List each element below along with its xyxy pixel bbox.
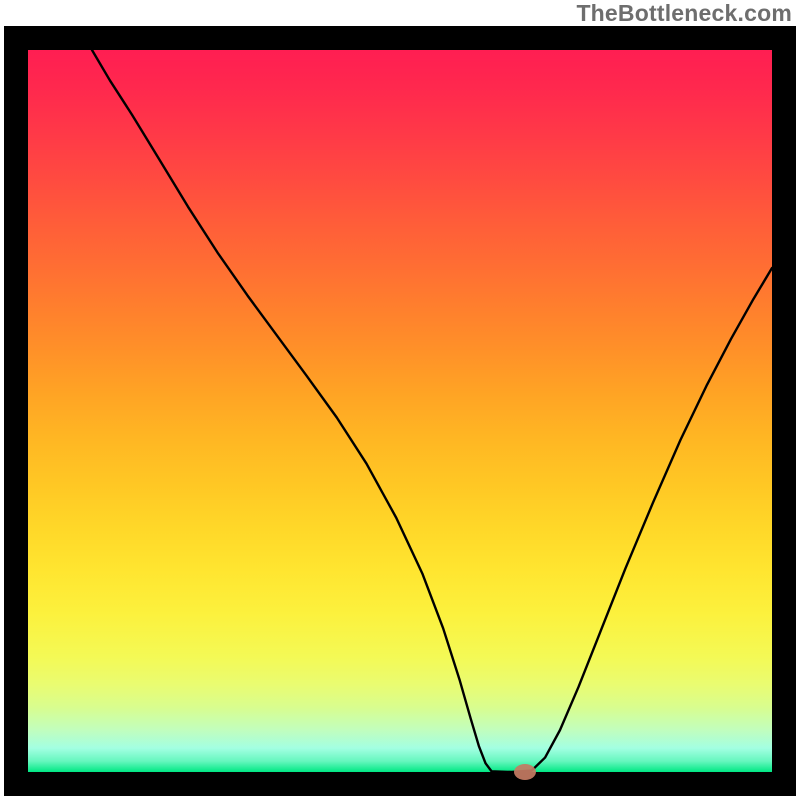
optimum-marker bbox=[514, 764, 536, 780]
curve-layer bbox=[0, 0, 800, 800]
bottleneck-curve bbox=[92, 50, 772, 772]
chart-root: TheBottleneck.com bbox=[0, 0, 800, 800]
